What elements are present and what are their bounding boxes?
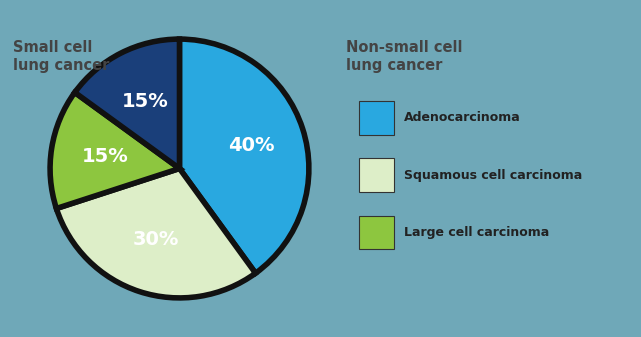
Wedge shape bbox=[56, 168, 256, 298]
Text: Large cell carcinoma: Large cell carcinoma bbox=[404, 226, 549, 239]
Text: 15%: 15% bbox=[82, 147, 129, 166]
Text: 30%: 30% bbox=[133, 231, 179, 249]
Text: 15%: 15% bbox=[122, 92, 169, 111]
Wedge shape bbox=[50, 92, 179, 209]
Wedge shape bbox=[75, 39, 179, 168]
Text: Squamous cell carcinoma: Squamous cell carcinoma bbox=[404, 169, 582, 182]
Text: Small cell
lung cancer: Small cell lung cancer bbox=[13, 40, 109, 73]
Text: 40%: 40% bbox=[228, 136, 274, 155]
Wedge shape bbox=[179, 39, 309, 273]
Text: Non-small cell
lung cancer: Non-small cell lung cancer bbox=[346, 40, 463, 73]
Text: Adenocarcinoma: Adenocarcinoma bbox=[404, 112, 520, 124]
